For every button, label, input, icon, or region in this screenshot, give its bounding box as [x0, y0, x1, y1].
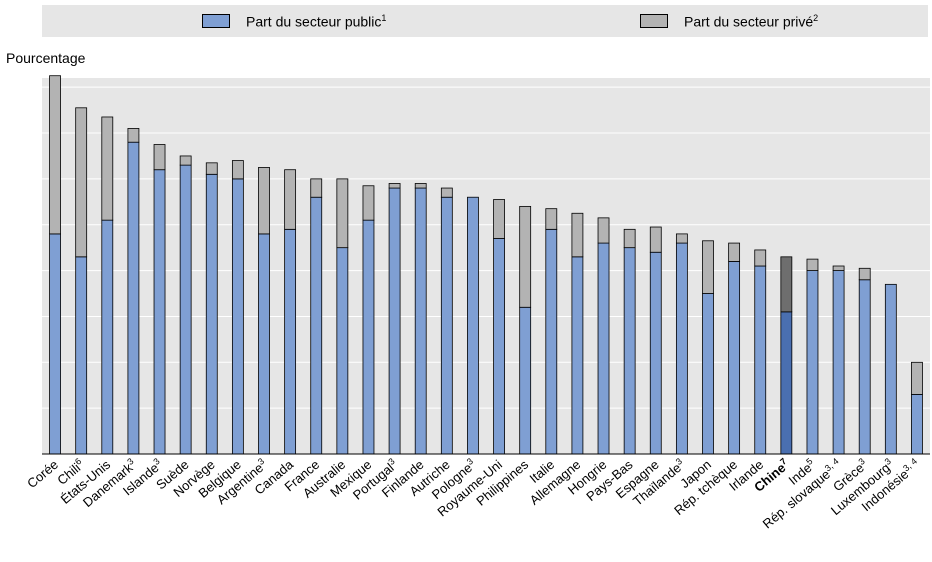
- bar-private-indon-sie: [911, 361, 923, 395]
- bar-private-norv-ge: [205, 162, 218, 175]
- bar-public-indon-sie: [911, 393, 923, 455]
- bar-public-tats-unis: [101, 219, 114, 455]
- bar-public-philippines: [519, 306, 532, 455]
- bar-private-tha-lande: [675, 233, 688, 244]
- bar-private-pays-bas: [623, 228, 636, 249]
- bar-private-canada: [284, 169, 297, 230]
- bar-public-chine: [780, 311, 793, 455]
- bar-private-espagne: [649, 226, 662, 253]
- bar-public-pologne: [467, 196, 479, 455]
- bar-public-islande: [153, 169, 166, 455]
- x-tick-labels: CoréeChili6États-UnisDanemark3Islande3Su…: [24, 456, 919, 531]
- bar-private-hongrie: [597, 217, 610, 244]
- bar-private-cor-e: [49, 75, 61, 235]
- bar-private-tats-unis: [101, 116, 114, 221]
- bar-public-tha-lande: [675, 242, 688, 455]
- bar-public-espagne: [649, 251, 662, 455]
- legend-label-public: Part du secteur public1: [246, 12, 387, 30]
- bar-public-norv-ge: [205, 173, 218, 455]
- legend-item-private: Part du secteur privé2: [640, 5, 818, 37]
- bar-public-luxembourg: [884, 283, 897, 455]
- bar-public-italie: [545, 228, 558, 455]
- bar-public-france: [310, 196, 323, 455]
- bar-public-cor-e: [49, 233, 61, 455]
- bar-private-royaume-uni: [493, 199, 505, 239]
- y-axis-label: Pourcentage: [6, 50, 86, 66]
- bar-public-irlande: [754, 265, 767, 455]
- x-tick-label: Corée: [24, 457, 61, 491]
- legend-sup-private: 2: [813, 12, 819, 23]
- bar-private-chine: [780, 256, 793, 313]
- bar-private-australie: [336, 178, 349, 249]
- bar-private-philippines: [519, 205, 532, 308]
- bar-public-r-p-tch-que: [728, 261, 741, 455]
- bar-private-argentine: [258, 167, 270, 235]
- bar-public-allemagne: [571, 256, 584, 455]
- bar-private-r-p-slovaque: [832, 265, 845, 271]
- bar-public-finlande: [414, 187, 427, 455]
- bar-private-irlande: [754, 249, 767, 267]
- bar-public-canada: [284, 228, 297, 455]
- bar-public-portugal: [388, 187, 401, 455]
- bar-public-chili: [75, 256, 88, 455]
- bar-private-inde: [806, 258, 819, 271]
- bar-public-mexique: [362, 219, 375, 455]
- bar-private-mexique: [362, 185, 375, 221]
- bar-private-r-p-tch-que: [728, 242, 741, 262]
- bar-private-danemark: [127, 128, 140, 143]
- bar-private-gr-ce: [858, 267, 871, 281]
- legend-label-private: Part du secteur privé2: [684, 12, 819, 30]
- bar-public-danemark: [127, 141, 140, 455]
- bar-public-pays-bas: [623, 247, 636, 455]
- legend-item-public: Part du secteur public1: [202, 5, 386, 37]
- bar-public-inde: [806, 270, 819, 455]
- bar-public-argentine: [258, 233, 270, 455]
- bar-public-japon: [702, 293, 714, 455]
- legend-sup-public: 1: [381, 12, 387, 23]
- bar-private-portugal: [388, 183, 401, 189]
- bar-public-hongrie: [597, 242, 610, 455]
- bar-public-belgique: [231, 178, 244, 455]
- bar-public-royaume-uni: [493, 238, 505, 455]
- bar-public-gr-ce: [858, 279, 871, 455]
- bar-private-chili: [75, 107, 88, 258]
- bar-private-belgique: [231, 160, 244, 180]
- bar-private-italie: [545, 208, 558, 230]
- bar-public-r-p-slovaque: [832, 270, 845, 455]
- plot-area: [42, 78, 930, 454]
- bar-private-autriche: [440, 187, 453, 198]
- bar-private-allemagne: [571, 212, 584, 258]
- bar-private-islande: [153, 144, 166, 171]
- legend-swatch-private: [640, 14, 668, 28]
- bar-private-su-de: [179, 155, 192, 166]
- bar-private-japon: [702, 240, 714, 294]
- legend-swatch-public: [202, 14, 230, 28]
- bar-private-finlande: [414, 183, 427, 189]
- bar-public-australie: [336, 247, 349, 455]
- bar-private-france: [310, 178, 323, 198]
- bars: [49, 75, 923, 455]
- bar-public-autriche: [440, 196, 453, 455]
- bar-public-su-de: [179, 164, 192, 455]
- legend: Part du secteur public1 Part du secteur …: [42, 5, 928, 37]
